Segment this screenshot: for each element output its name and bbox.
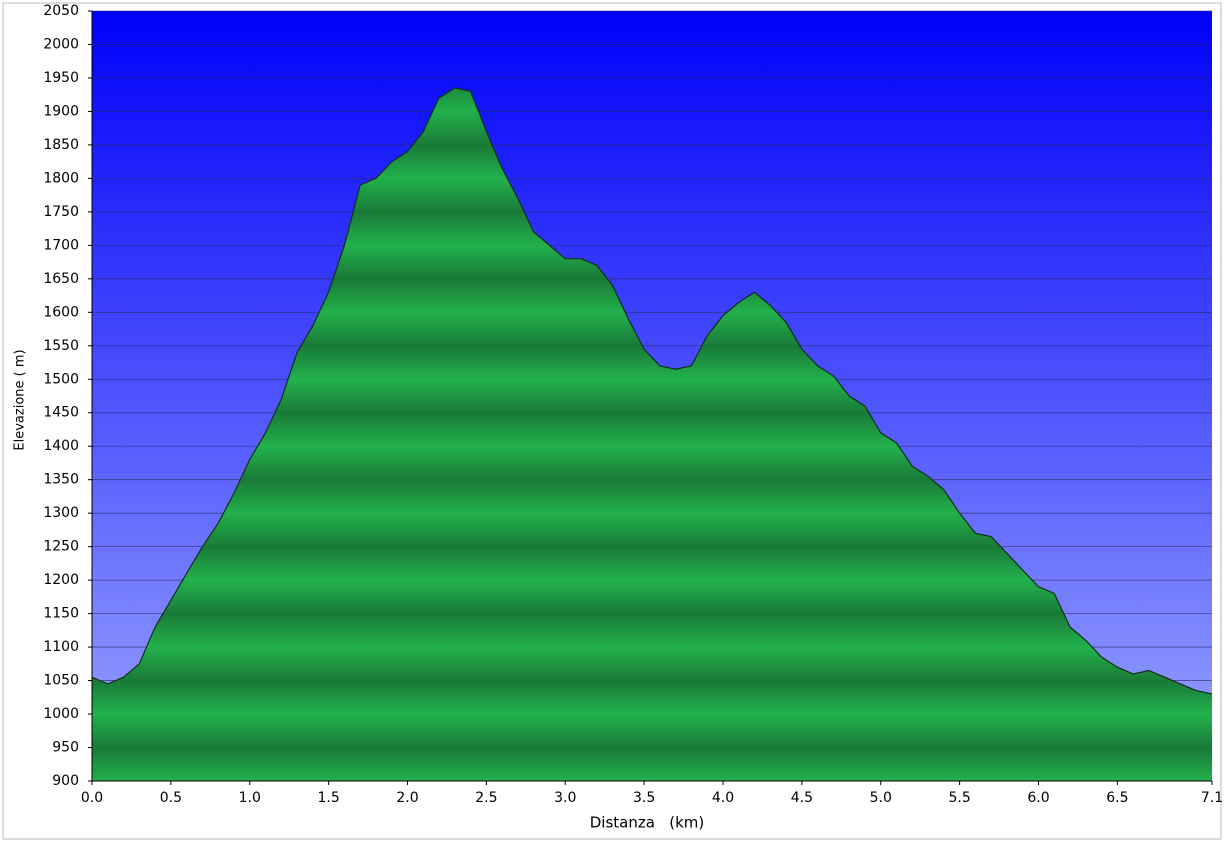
- elevation-line: [91, 87, 1213, 695]
- y-tick-label: 1750: [43, 204, 79, 220]
- x-tick-label: 6.0: [1027, 790, 1049, 806]
- y-tick-label: 1200: [43, 572, 79, 588]
- y-tick-label: 1300: [43, 505, 79, 521]
- y-tick-label: 1700: [43, 237, 79, 253]
- y-tick-label: 1950: [43, 70, 79, 86]
- x-tick-label: 6.5: [1106, 790, 1128, 806]
- y-tick-label: 1150: [43, 606, 79, 622]
- x-tick-label: 7.1: [1201, 790, 1223, 806]
- y-tick-label: 1250: [43, 539, 79, 555]
- y-tick-label: 1650: [43, 271, 79, 287]
- y-tick-label: 1000: [43, 706, 79, 722]
- y-tick-label: 1500: [43, 371, 79, 387]
- area-layer: [91, 87, 1213, 781]
- y-tick-label: 1600: [43, 304, 79, 320]
- x-tick-label: 3.5: [633, 790, 655, 806]
- x-tick-label: 0.0: [81, 790, 103, 806]
- x-tick-label: 5.5: [948, 790, 970, 806]
- x-tick-label: 1.0: [239, 790, 261, 806]
- x-tick-label: 2.5: [475, 790, 497, 806]
- y-tick-label: 1050: [43, 673, 79, 689]
- x-tick-label: 0.5: [160, 790, 182, 806]
- x-tick-label: 1.5: [317, 790, 339, 806]
- y-tick-label: 1450: [43, 405, 79, 421]
- y-tick-label: 1400: [43, 438, 79, 454]
- y-tick-label: 950: [52, 740, 79, 756]
- y-tick-label: 1350: [43, 472, 79, 488]
- y-tick-label: 900: [52, 773, 79, 789]
- y-tick-label: 2050: [43, 3, 79, 19]
- y-tick-label: 1550: [43, 338, 79, 354]
- y-tick-label: 1800: [43, 170, 79, 186]
- y-axis-title: Elevazione ( m): [13, 349, 28, 450]
- x-tick-label: 2.0: [396, 790, 418, 806]
- x-axis-title: Distanza (km): [590, 814, 705, 832]
- y-tick-label: 1100: [43, 639, 79, 655]
- x-tick-label: 4.0: [712, 790, 734, 806]
- x-tick-label: 4.5: [791, 790, 813, 806]
- x-tick-label: 5.0: [870, 790, 892, 806]
- y-tick-label: 1850: [43, 137, 79, 153]
- elevation-area: [92, 88, 1212, 781]
- y-tick-label: 2000: [43, 36, 79, 52]
- x-tick-label: 3.0: [554, 790, 576, 806]
- y-tick-label: 1900: [43, 103, 79, 119]
